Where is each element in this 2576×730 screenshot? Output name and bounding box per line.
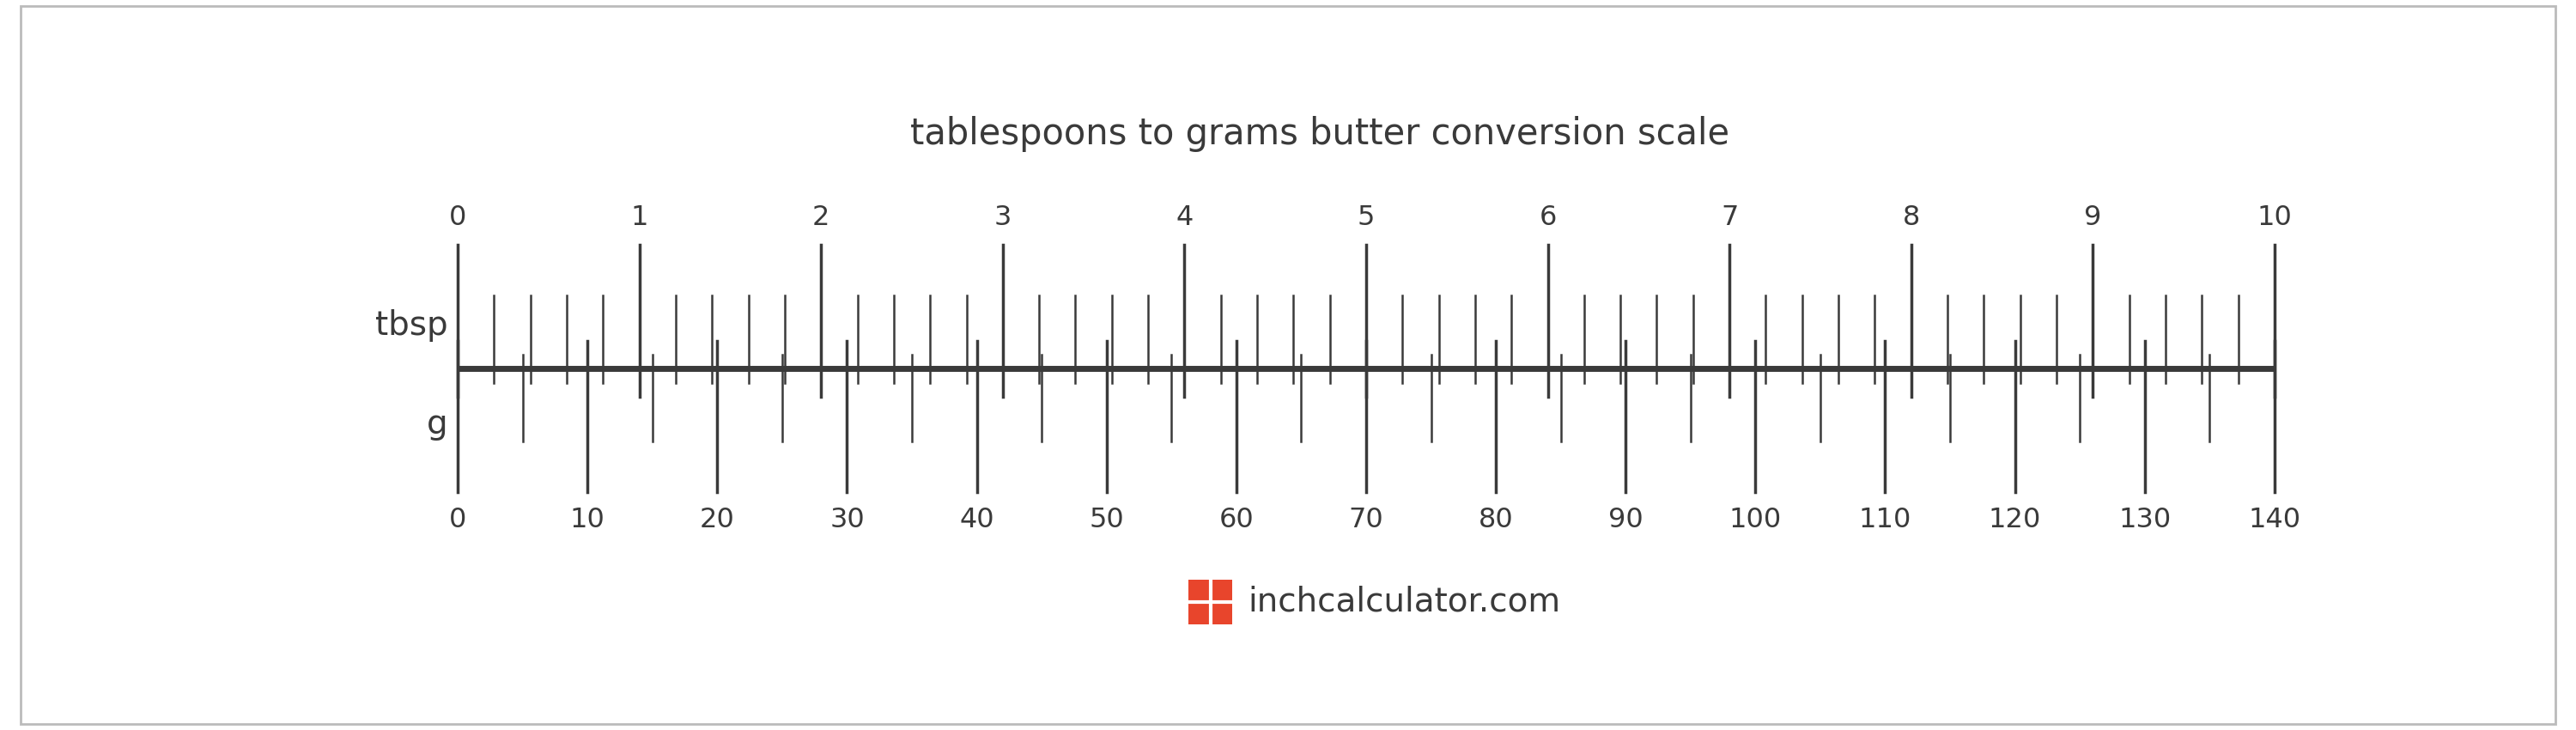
- Text: g: g: [428, 408, 448, 441]
- Text: 130: 130: [2117, 507, 2172, 533]
- Text: 0: 0: [448, 204, 466, 231]
- Text: inchcalculator.com: inchcalculator.com: [1249, 585, 1561, 618]
- Bar: [1188, 580, 1231, 624]
- Text: 10: 10: [569, 507, 605, 533]
- Text: 10: 10: [2257, 204, 2293, 231]
- Text: 5: 5: [1358, 204, 1376, 231]
- Text: 140: 140: [2249, 507, 2300, 533]
- Text: 2: 2: [811, 204, 829, 231]
- Text: 0: 0: [448, 507, 466, 533]
- Text: 20: 20: [701, 507, 734, 533]
- Text: 70: 70: [1350, 507, 1383, 533]
- Text: 80: 80: [1479, 507, 1512, 533]
- Text: 50: 50: [1090, 507, 1123, 533]
- Text: 30: 30: [829, 507, 866, 533]
- Text: 100: 100: [1728, 507, 1783, 533]
- Text: 110: 110: [1860, 507, 1911, 533]
- Text: 9: 9: [2084, 204, 2102, 231]
- Text: tbsp: tbsp: [376, 309, 448, 342]
- Text: 90: 90: [1607, 507, 1643, 533]
- Text: 8: 8: [1904, 204, 1919, 231]
- Text: 7: 7: [1721, 204, 1739, 231]
- Text: 6: 6: [1538, 204, 1556, 231]
- Text: 3: 3: [994, 204, 1012, 231]
- Text: 120: 120: [1989, 507, 2040, 533]
- Text: 1: 1: [631, 204, 649, 231]
- Text: tablespoons to grams butter conversion scale: tablespoons to grams butter conversion s…: [909, 116, 1731, 152]
- Text: 4: 4: [1175, 204, 1193, 231]
- Text: 60: 60: [1218, 507, 1255, 533]
- Text: 40: 40: [958, 507, 994, 533]
